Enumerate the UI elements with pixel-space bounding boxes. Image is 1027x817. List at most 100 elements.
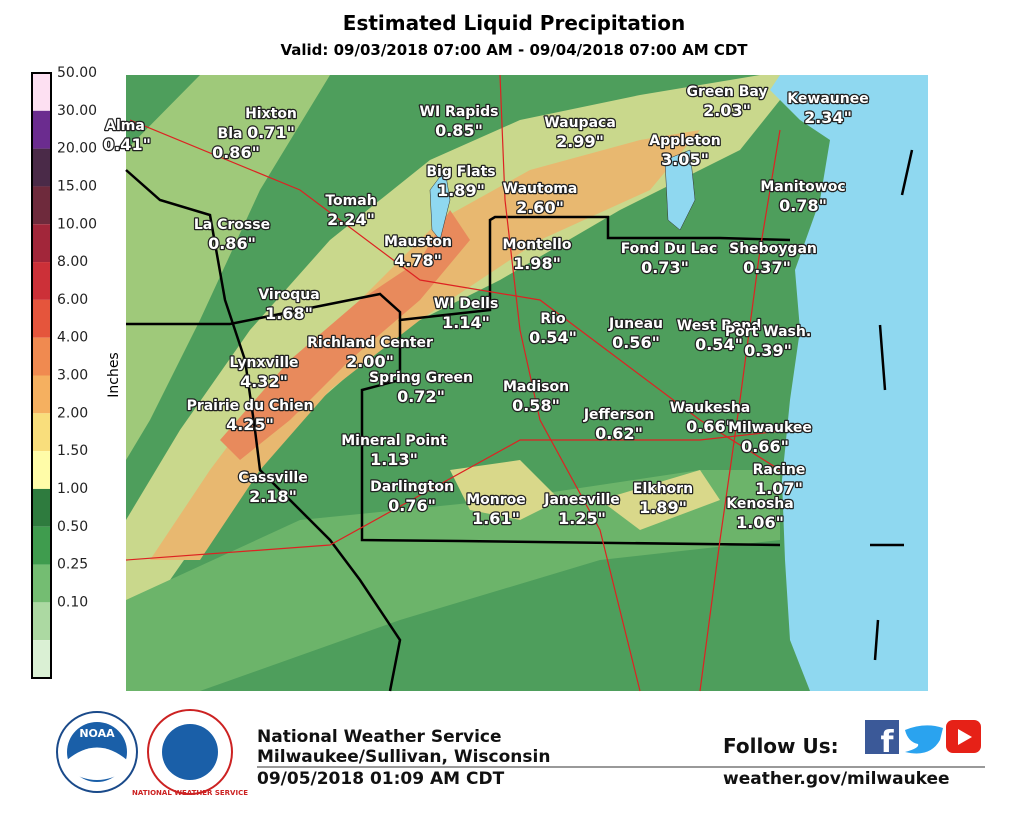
city-amount: 0.86" bbox=[208, 234, 256, 253]
legend-tick-label: 30.00 bbox=[57, 103, 97, 119]
city-amount: 1.14" bbox=[442, 313, 490, 332]
legend-tick-label: 6.00 bbox=[57, 292, 88, 308]
region-boundary bbox=[126, 215, 791, 326]
city-amount: 0.66" bbox=[741, 437, 789, 456]
city-name: Mineral Point bbox=[341, 433, 447, 449]
city-amount: 2.60" bbox=[516, 198, 564, 217]
city-amount: 0.54" bbox=[695, 335, 743, 354]
legend-tick-label: 50.00 bbox=[57, 65, 97, 81]
city-name: Kenosha bbox=[726, 496, 793, 512]
city-name: Sheboygan bbox=[729, 241, 817, 257]
city-amount: 1.98" bbox=[513, 254, 561, 273]
legend-tick-label: 8.00 bbox=[57, 254, 88, 270]
precip-band bbox=[126, 75, 330, 460]
city-amount: 0.71" bbox=[247, 123, 295, 142]
map bbox=[125, 74, 928, 692]
city-amount: 0.73" bbox=[641, 258, 689, 277]
region-boundary bbox=[360, 320, 781, 547]
city-amount: 1.25" bbox=[558, 509, 606, 528]
city-name: Elkhorn bbox=[633, 481, 693, 497]
city-amount: 2.00" bbox=[346, 352, 394, 371]
city-amount: 0.72" bbox=[397, 387, 445, 406]
city-amount: 1.61" bbox=[472, 509, 520, 528]
city-amount: 2.18" bbox=[249, 487, 297, 506]
facebook-icon[interactable] bbox=[865, 720, 899, 754]
legend-swatch bbox=[32, 186, 51, 225]
city-name: Fond Du Lac bbox=[621, 241, 718, 257]
city-amount: 0.37" bbox=[743, 258, 791, 277]
legend-tick-label: 0.25 bbox=[57, 557, 88, 573]
office-name: National Weather Service bbox=[257, 727, 502, 747]
precip-band bbox=[150, 130, 700, 560]
highway bbox=[699, 129, 781, 692]
lake-winnebago bbox=[664, 149, 696, 231]
highway bbox=[125, 429, 791, 561]
precip-band bbox=[450, 460, 560, 520]
legend-tick-label: 10.00 bbox=[57, 216, 97, 232]
city-amount: 0.85" bbox=[435, 121, 483, 140]
city-amount: 0.78" bbox=[779, 196, 827, 215]
city-name: WI Rapids bbox=[420, 104, 499, 120]
city-name: Bla bbox=[218, 126, 243, 142]
city-name: Waupaca bbox=[544, 115, 616, 131]
legend-tick-label: 20.00 bbox=[57, 141, 97, 157]
highway bbox=[129, 119, 781, 471]
legend-tick-label: 1.50 bbox=[57, 443, 88, 459]
city-name: WI Dells bbox=[434, 296, 499, 312]
youtube-glyph bbox=[958, 729, 972, 745]
city-name: Port Wash. bbox=[725, 324, 811, 340]
city-amount: 0.86" bbox=[212, 143, 260, 162]
city-name: Hixton bbox=[245, 106, 297, 122]
city-name: Juneau bbox=[608, 316, 663, 332]
city-amount: 0.58" bbox=[512, 396, 560, 415]
city-name: Appleton bbox=[649, 133, 720, 149]
legend-swatch bbox=[32, 299, 51, 338]
city-amount: 4.32" bbox=[240, 372, 288, 391]
lake bbox=[429, 169, 451, 241]
city-amount: 0.54" bbox=[529, 328, 577, 347]
city-name: Richland Center bbox=[307, 335, 433, 351]
city-name: Jefferson bbox=[583, 407, 654, 423]
footer: NOAA NATIONAL WEATHER SERVICE National W… bbox=[56, 709, 985, 797]
subtitle: Valid: 09/03/2018 07:00 AM - 09/04/2018 … bbox=[280, 41, 748, 59]
legend-tick-label: 0.10 bbox=[57, 594, 88, 610]
legend-swatch bbox=[32, 526, 51, 565]
legend-swatch bbox=[32, 640, 51, 678]
city-amount: 0.76" bbox=[388, 496, 436, 515]
city-amount: 1.68" bbox=[265, 304, 313, 323]
city-amount: 0.39" bbox=[744, 341, 792, 360]
city-name: Waukesha bbox=[670, 400, 751, 416]
city-name: Janesville bbox=[543, 492, 619, 508]
noaa-text: NOAA bbox=[79, 727, 115, 740]
city-amount: 1.07" bbox=[755, 479, 803, 498]
city-amount: 1.89" bbox=[437, 181, 485, 200]
noaa-gull bbox=[67, 747, 127, 780]
title: Estimated Liquid Precipitation bbox=[343, 11, 685, 35]
city-amount: 2.34" bbox=[804, 108, 852, 127]
city-name: Green Bay bbox=[686, 84, 767, 100]
state-boundary bbox=[125, 169, 402, 692]
legend-tick-label: 4.00 bbox=[57, 330, 88, 346]
marine-boundary bbox=[870, 149, 914, 661]
website[interactable]: weather.gov/milwaukee bbox=[723, 769, 950, 789]
precip-band bbox=[126, 75, 800, 640]
facebook-glyph: f bbox=[880, 725, 894, 760]
city-amount: 0.62" bbox=[595, 424, 643, 443]
legend-swatch bbox=[32, 451, 51, 489]
legend: Inches 50.00 30.00 20.00 15.00 10.00 8.00 6.00… bbox=[31, 65, 122, 679]
city-name: Madison bbox=[503, 379, 569, 395]
legend-swatch bbox=[32, 602, 51, 641]
twitter-icon[interactable] bbox=[905, 725, 943, 754]
city-name: Wautoma bbox=[503, 181, 578, 197]
legend-swatch bbox=[32, 73, 51, 111]
city-name: Manitowoc bbox=[760, 179, 845, 195]
city-name: Milwaukee bbox=[728, 420, 812, 436]
precip-band bbox=[600, 470, 720, 530]
legend-tick-label: 15.00 bbox=[57, 178, 97, 194]
city-name: Mauston bbox=[384, 234, 452, 250]
legend-swatch bbox=[32, 413, 51, 452]
city-amount: 0.41" bbox=[103, 135, 151, 154]
legend-tick-label: 0.50 bbox=[57, 519, 88, 535]
